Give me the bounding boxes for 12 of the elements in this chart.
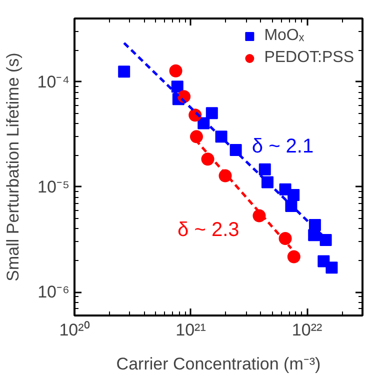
y-tick-label: 10⁻⁶: [38, 282, 70, 302]
legend-label: MoOₓ: [264, 27, 304, 45]
x-tick-label: 10²¹: [176, 320, 206, 340]
x-tick-label: 10²⁰: [59, 320, 90, 340]
y-axis-title: Small Perturbation Lifetime (s): [3, 52, 22, 282]
y-tick-label: 10⁻⁴: [37, 72, 70, 92]
x-axis-title: Carrier Concentration (m⁻³): [116, 354, 321, 374]
x-tick-label: 10²²: [292, 320, 322, 340]
annotation: δ ~ 2.3: [178, 219, 240, 242]
legend-label: PEDOT:PSS: [264, 49, 354, 67]
annotation: δ ~ 2.1: [252, 136, 314, 158]
y-tick-label: 10⁻⁵: [38, 177, 70, 196]
